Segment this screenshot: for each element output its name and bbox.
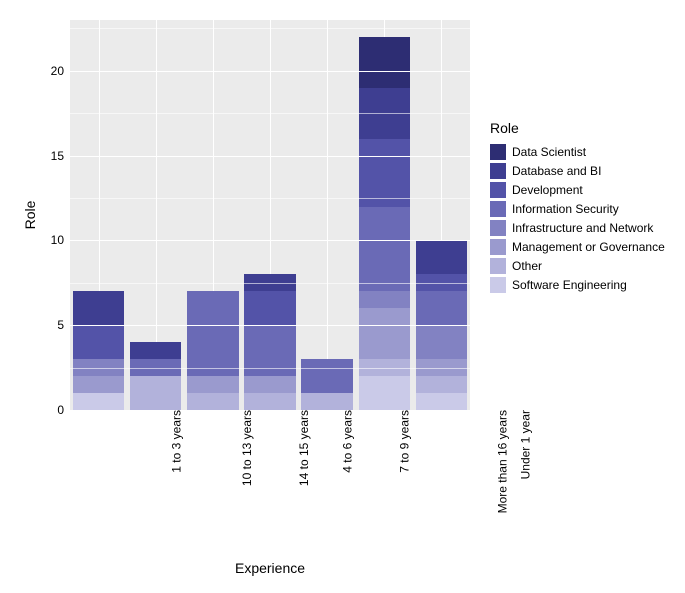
legend-label: Information Security <box>512 202 619 216</box>
grid-minor <box>70 113 470 114</box>
bar-segment <box>187 376 238 393</box>
legend-label: Development <box>512 183 583 197</box>
bar-segment <box>359 376 410 410</box>
bar-segment <box>416 240 467 274</box>
legend-swatch <box>490 201 506 217</box>
legend-swatch <box>490 258 506 274</box>
plot-panel: 051015201 to 3 years10 to 13 years14 to … <box>70 20 470 410</box>
bar-segment <box>359 37 410 88</box>
y-tick-label: 20 <box>51 64 64 78</box>
bar-segment <box>130 342 181 359</box>
bar-column <box>130 342 181 410</box>
bars-layer <box>70 20 470 410</box>
bar-column <box>73 291 124 410</box>
x-tick-label: 4 to 6 years <box>339 410 355 473</box>
legend-label: Infrastructure and Network <box>512 221 653 235</box>
y-axis-title: Role <box>22 201 38 230</box>
legend-item: Development <box>490 182 675 198</box>
legend: Role Data Scientist Database and BI Develo… <box>490 120 675 296</box>
bar-segment <box>187 393 238 410</box>
stacked-bar-chart: 0 5 10 15 20 1 to 3 years 10 to 13 years 14 to … <box>0 0 685 593</box>
legend-item: Data Scientist <box>490 144 675 160</box>
bar-segment <box>416 291 467 325</box>
legend-swatch <box>490 182 506 198</box>
legend-label: Other <box>512 259 542 273</box>
legend-swatch <box>490 220 506 236</box>
x-tick-label: 10 to 13 years <box>238 410 254 486</box>
legend-label: Management or Governance <box>512 240 665 254</box>
bar-segment <box>187 291 238 376</box>
bar-segment <box>73 325 124 359</box>
grid-major <box>70 71 470 72</box>
bar-segment <box>73 393 124 410</box>
legend-label: Database and BI <box>512 164 601 178</box>
bar-segment <box>73 291 124 325</box>
bar-segment <box>416 393 467 410</box>
bar-segment <box>416 325 467 359</box>
legend-swatch <box>490 163 506 179</box>
legend-item: Management or Governance <box>490 239 675 255</box>
grid-minor <box>70 283 470 284</box>
grid-major <box>70 240 470 241</box>
legend-item: Information Security <box>490 201 675 217</box>
legend-swatch <box>490 239 506 255</box>
bar-segment <box>301 393 352 410</box>
bar-segment <box>359 291 410 308</box>
y-tick-label: 10 <box>51 233 64 247</box>
legend-swatch <box>490 144 506 160</box>
grid-minor <box>70 368 470 369</box>
x-axis-title: Experience <box>235 560 305 576</box>
x-tick-label: Under 1 year <box>517 410 533 479</box>
bar-segment <box>130 376 181 410</box>
x-tick-label: 1 to 3 years <box>167 410 183 473</box>
bar-column <box>359 37 410 410</box>
y-tick-label: 5 <box>57 318 64 332</box>
legend-item: Other <box>490 258 675 274</box>
x-tick-label: More than 16 years <box>494 410 510 513</box>
grid-major <box>70 156 470 157</box>
legend-item: Database and BI <box>490 163 675 179</box>
bar-segment <box>73 376 124 393</box>
bar-column <box>244 274 295 410</box>
legend-swatch <box>490 277 506 293</box>
grid-minor <box>70 198 470 199</box>
y-tick-label: 15 <box>51 149 64 163</box>
grid-major <box>70 325 470 326</box>
x-tick-label: 14 to 15 years <box>295 410 311 486</box>
bar-segment <box>301 359 352 393</box>
bar-segment <box>244 291 295 325</box>
grid-minor <box>70 28 470 29</box>
bar-segment <box>416 376 467 393</box>
bar-segment <box>244 393 295 410</box>
bar-segment <box>359 308 410 359</box>
legend-label: Software Engineering <box>512 278 627 292</box>
bar-segment <box>359 207 410 292</box>
legend-title: Role <box>490 120 675 136</box>
legend-item: Software Engineering <box>490 277 675 293</box>
bar-segment <box>359 139 410 207</box>
x-tick-label: 7 to 9 years <box>396 410 412 473</box>
bar-column <box>187 291 238 410</box>
legend-item: Infrastructure and Network <box>490 220 675 236</box>
y-tick-label: 0 <box>57 403 64 417</box>
bar-segment <box>244 376 295 393</box>
legend-label: Data Scientist <box>512 145 586 159</box>
